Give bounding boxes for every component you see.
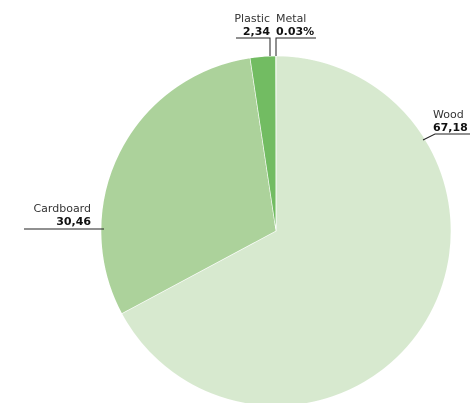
- pie-slice-wood: [121, 55, 452, 403]
- label-metal: Metal 0.03%: [275, 12, 316, 56]
- slice-label-metal: Metal: [276, 12, 306, 25]
- label-wood: Wood 67,18: [422, 108, 470, 141]
- slice-value-cardboard: 30,46: [56, 215, 91, 228]
- leader-line-metal: [275, 37, 316, 56]
- pie-slices: [100, 55, 452, 403]
- leader-line-plastic: [236, 37, 271, 56]
- label-cardboard: Cardboard 30,46: [24, 202, 104, 230]
- pie-slice-cardboard: [100, 57, 277, 315]
- label-plastic: Plastic 2,34: [234, 12, 271, 56]
- slice-label-plastic: Plastic: [234, 12, 270, 25]
- slice-label-cardboard: Cardboard: [34, 202, 92, 215]
- slice-label-wood: Wood: [433, 108, 464, 121]
- slice-value-metal: 0.03%: [276, 25, 314, 38]
- slice-value-plastic: 2,34: [243, 25, 270, 38]
- leader-line-wood: [422, 133, 470, 141]
- slice-value-wood: 67,18: [433, 121, 468, 134]
